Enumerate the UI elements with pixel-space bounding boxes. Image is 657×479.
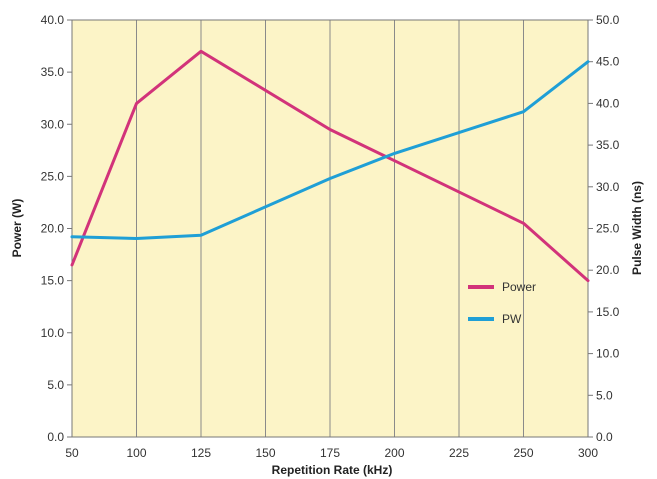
right-y-tick-label: 15.0 [596,305,620,319]
x-tick-label: 175 [320,446,340,460]
left-y-tick-label: 0.0 [47,430,64,444]
x-tick-label: 100 [126,446,146,460]
left-y-axis-title: Power (W) [10,199,24,258]
left-y-tick-label: 10.0 [41,326,65,340]
right-y-tick-label: 50.0 [596,13,620,27]
x-axis-title: Repetition Rate (kHz) [272,463,393,477]
right-y-tick-label: 20.0 [596,263,620,277]
series-line-power [70,49,590,283]
right-y-tick-label: 25.0 [596,222,620,236]
series-line-pw [70,60,590,240]
left-y-tick-label: 40.0 [41,13,65,27]
left-y-tick-label: 25.0 [41,169,65,183]
right-y-axis-title: Pulse Width (ns) [630,181,644,275]
x-tick-label: 200 [384,446,404,460]
right-y-tick-label: 40.0 [596,96,620,110]
series-lines [70,49,590,283]
left-y-tick-label: 5.0 [47,378,64,392]
legend-pw-label: PW [502,312,522,326]
legend: Power PW [468,280,536,326]
right-y-tick-label: 5.0 [596,388,613,402]
x-tick-label: 225 [449,446,469,460]
right-y-tick-label: 35.0 [596,138,620,152]
x-tick-label: 50 [65,446,79,460]
right-y-axis-ticks: 0.0 5.0 10.0 15.0 20.0 25.0 30.0 35.0 40.0 45.0 50… [588,13,620,444]
left-y-tick-label: 35.0 [41,65,65,79]
right-y-tick-label: 30.0 [596,180,620,194]
left-y-axis-ticks: 0.0 5.0 10.0 15.0 20.0 25.0 30.0 35.0 40.0 [41,13,72,444]
right-y-tick-label: 0.0 [596,430,613,444]
left-y-tick-label: 30.0 [41,117,65,131]
left-y-tick-label: 15.0 [41,274,65,288]
left-y-tick-label: 20.0 [41,222,65,236]
x-tick-label: 150 [255,446,275,460]
x-tick-label: 125 [191,446,211,460]
legend-power-label: Power [502,280,536,294]
x-axis-ticks: 50 100 125 150 175 200 225 250 300 [65,446,598,460]
x-tick-label: 300 [578,446,598,460]
right-y-tick-label: 10.0 [596,347,620,361]
right-y-tick-label: 45.0 [596,55,620,69]
x-tick-label: 250 [513,446,533,460]
